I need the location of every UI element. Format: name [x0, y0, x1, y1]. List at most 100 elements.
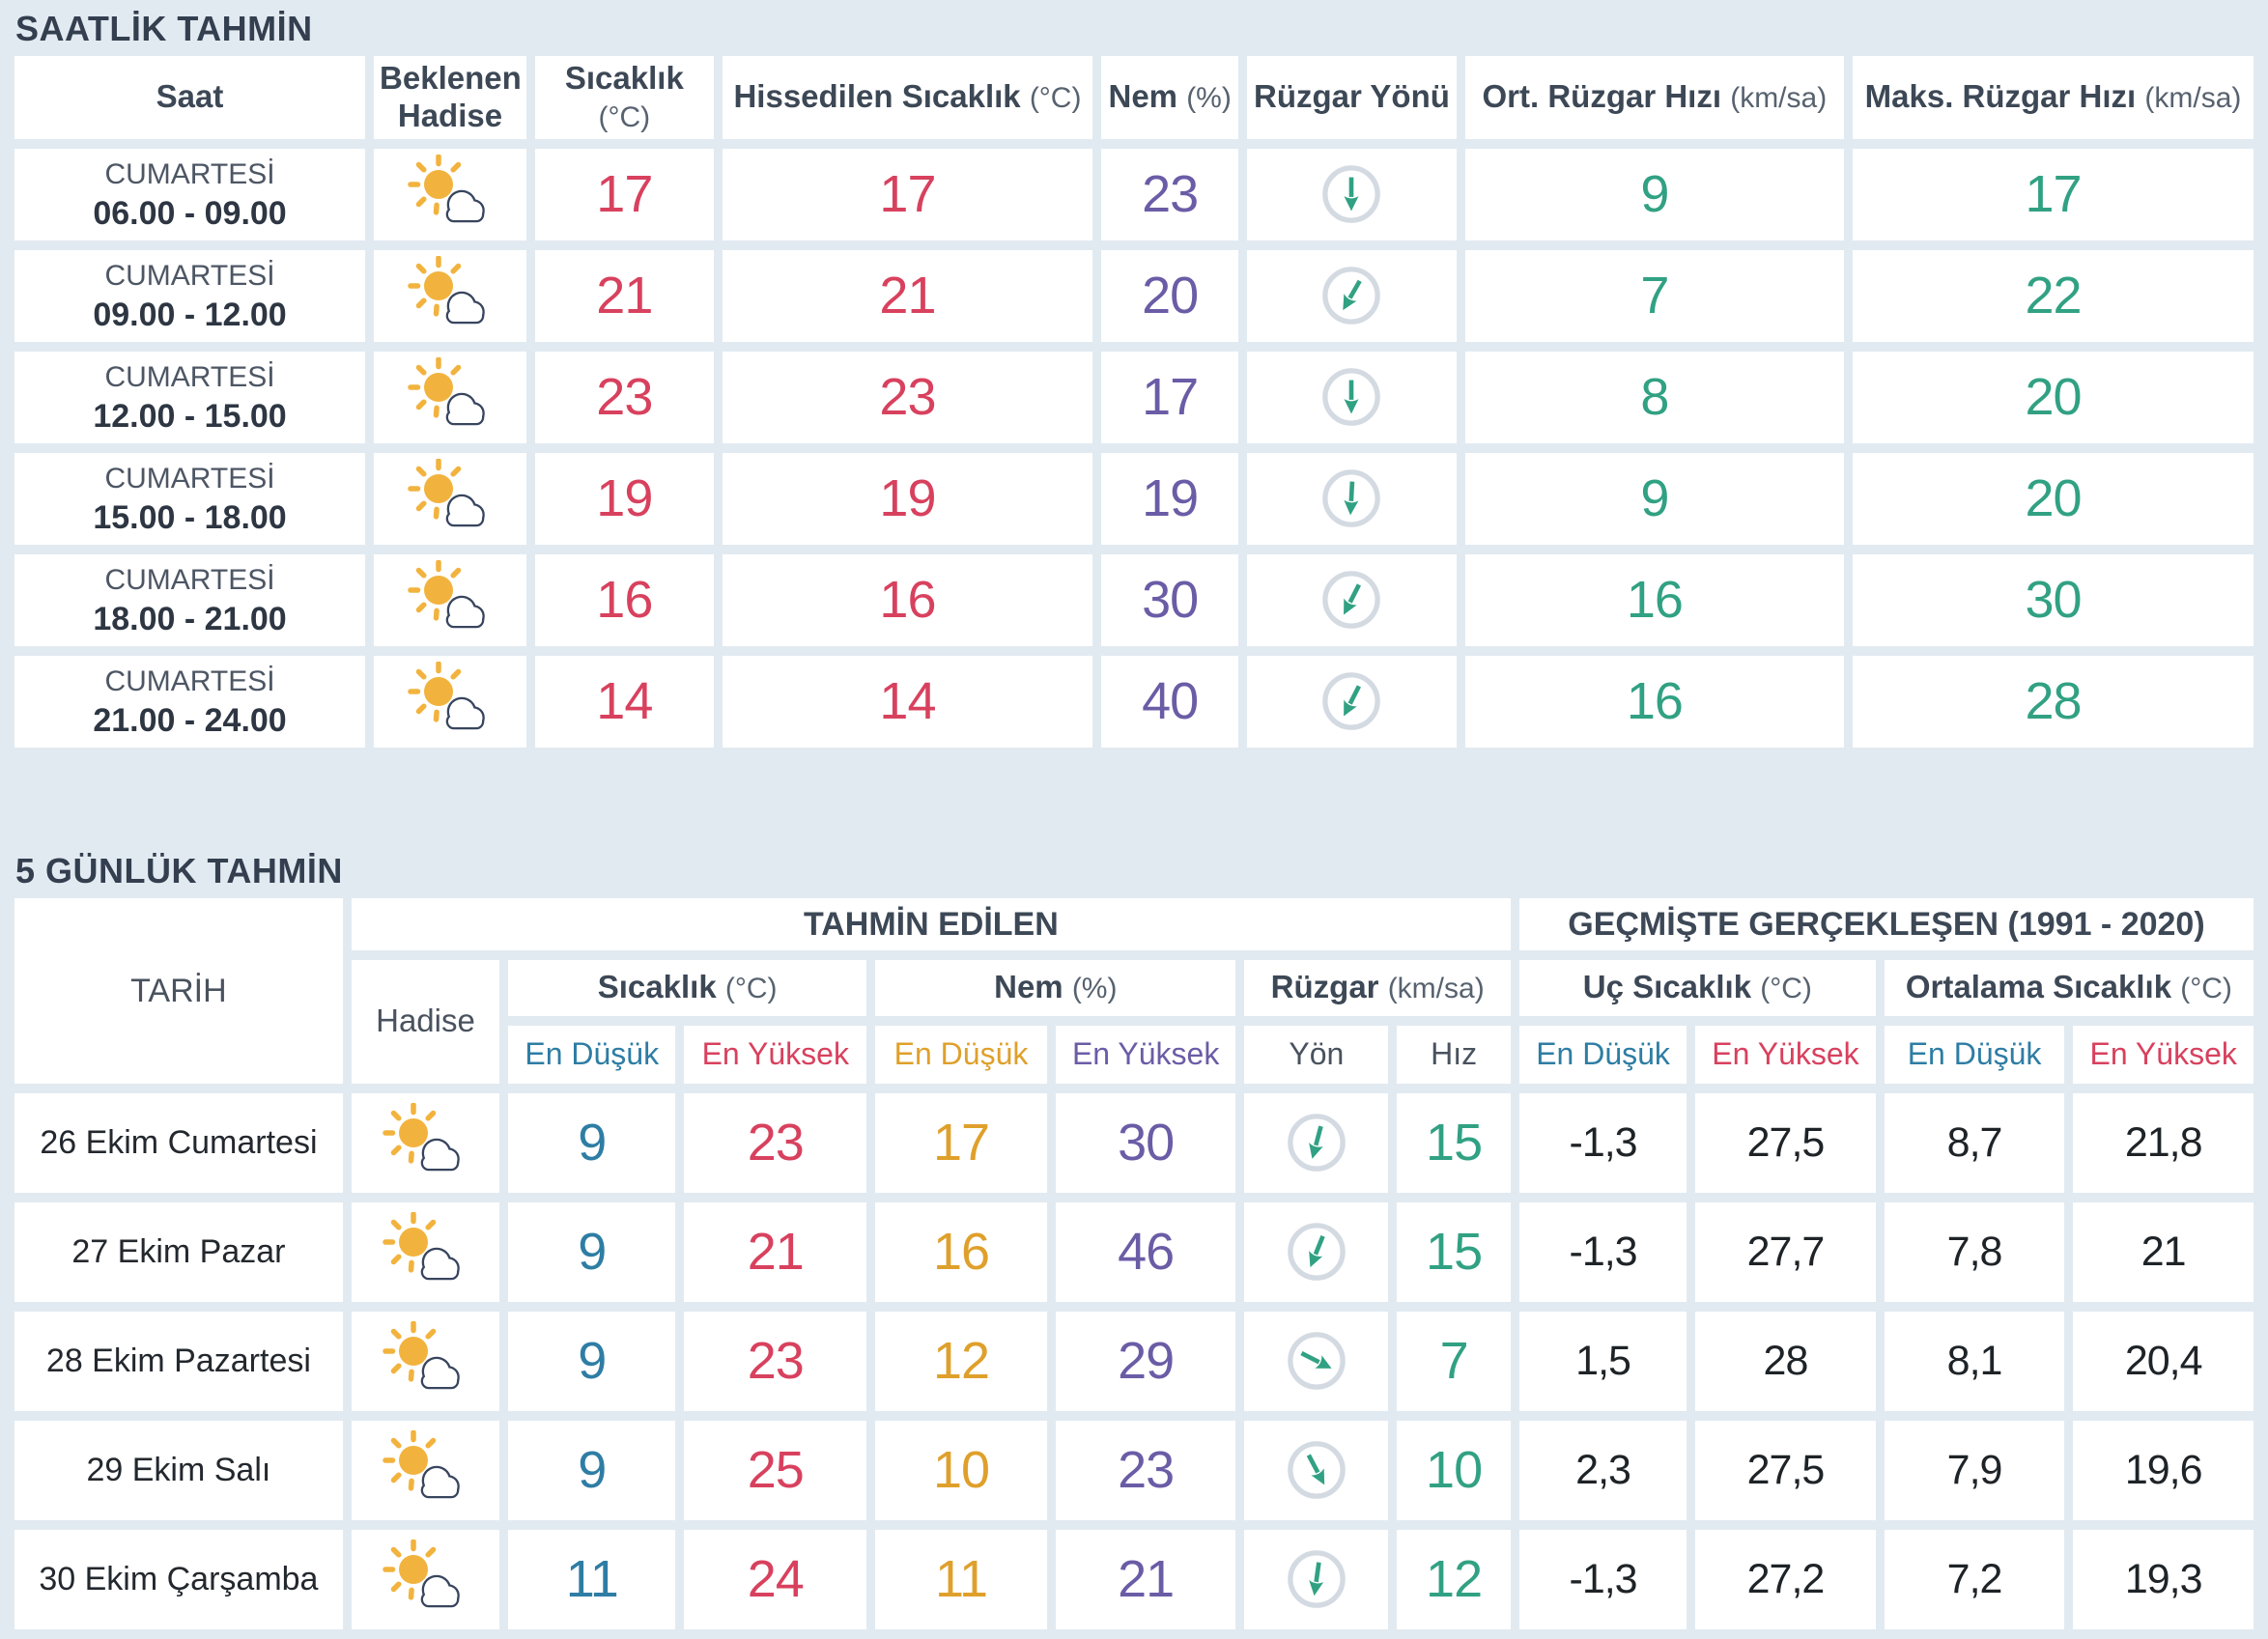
hourly-row: CUMARTESİ 15.00 - 18.00 19 19 19 9 20 [14, 452, 2254, 545]
wind-speed-cell: 15 [1397, 1201, 1511, 1302]
condition-cell [351, 1529, 500, 1629]
hourly-column-header: Sıcaklık (°C) [534, 56, 714, 139]
condition-column-header: Hadise [351, 959, 500, 1084]
humidity-max-cell: 21 [1055, 1529, 1236, 1629]
hourly-row: CUMARTESİ 18.00 - 21.00 16 16 30 16 30 [14, 553, 2254, 646]
humidity-min-cell: 16 [875, 1201, 1047, 1302]
column-unit: (km/sa) [1730, 82, 1828, 115]
daily-subcolumn-header: En Yüksek [2073, 1025, 2254, 1084]
max-wind-cell: 17 [1853, 148, 2254, 240]
sun-behind-cloud-icon [383, 1540, 461, 1608]
hourly-row: CUMARTESİ 06.00 - 09.00 17 17 23 9 17 [14, 148, 2254, 240]
feels-like-cell: 14 [722, 655, 1093, 748]
wind-direction-icon [1322, 165, 1381, 224]
hourly-column-header: Rüzgar Yönü [1247, 56, 1457, 139]
condition-cell [374, 249, 526, 342]
day-label: CUMARTESİ [104, 462, 275, 495]
humidity-cell: 23 [1101, 148, 1239, 240]
time-range-label: 12.00 - 15.00 [93, 397, 287, 435]
feels-like-cell: 16 [722, 553, 1093, 646]
condition-cell [351, 1420, 500, 1520]
daily-group-header: Uç Sıcaklık (°C) [1518, 959, 1876, 1016]
wind-direction-cell [1247, 452, 1457, 545]
date-cell: 29 Ekim Salı [14, 1420, 343, 1520]
daily-subcolumn-header: Hız [1397, 1025, 1511, 1084]
max-wind-cell: 20 [1853, 351, 2254, 443]
temp-min-cell: 9 [508, 1420, 676, 1520]
daily-header-row-subcolumns: En Düşük En Yüksek En Düşük En Yüksek Yön Hız… [14, 1025, 2254, 1084]
date-cell: 26 Ekim Cumartesi [14, 1092, 343, 1193]
date-cell: 27 Ekim Pazar [14, 1201, 343, 1302]
extreme-max-cell: 27,7 [1695, 1201, 1876, 1302]
temperature-cell: 23 [534, 351, 714, 443]
humidity-min-cell: 12 [875, 1311, 1047, 1411]
temp-max-cell: 23 [684, 1311, 867, 1411]
column-unit: (km/sa) [1387, 973, 1485, 1005]
daily-row: 26 Ekim Cumartesi 9 23 17 30 15 -1,3 27,… [14, 1092, 2254, 1193]
temp-max-cell: 23 [684, 1092, 867, 1193]
hourly-column-header: Hissedilen Sıcaklık (°C) [722, 56, 1093, 139]
time-range-label: 15.00 - 18.00 [93, 498, 287, 536]
average-max-cell: 21 [2073, 1201, 2254, 1302]
average-max-cell: 19,6 [2073, 1420, 2254, 1520]
hourly-column-header: Ort. Rüzgar Hızı (km/sa) [1464, 56, 1845, 139]
wind-direction-cell [1247, 553, 1457, 646]
time-range-label: 06.00 - 09.00 [93, 194, 287, 232]
humidity-max-cell: 23 [1055, 1420, 1236, 1520]
temp-min-cell: 9 [508, 1311, 676, 1411]
temp-min-cell: 9 [508, 1201, 676, 1302]
extreme-min-cell: 2,3 [1518, 1420, 1687, 1520]
time-cell: CUMARTESİ 06.00 - 09.00 [14, 148, 366, 240]
column-unit: (°C) [1760, 973, 1812, 1005]
sun-behind-cloud-icon [408, 357, 485, 426]
temperature-cell: 21 [534, 249, 714, 342]
daily-group-header: Rüzgar (km/sa) [1244, 959, 1511, 1016]
max-wind-cell: 30 [1853, 553, 2254, 646]
sun-behind-cloud-icon [408, 560, 485, 629]
day-label: CUMARTESİ [104, 259, 275, 292]
daily-section-title: 5 GÜNLÜK TAHMİN [15, 850, 343, 890]
temp-min-cell: 11 [508, 1529, 676, 1629]
wind-direction-icon [1322, 368, 1381, 427]
humidity-max-cell: 46 [1055, 1201, 1236, 1302]
time-cell: CUMARTESİ 18.00 - 21.00 [14, 553, 366, 646]
column-unit: (%) [1186, 82, 1232, 115]
sun-behind-cloud-icon [408, 662, 485, 730]
average-max-cell: 21,8 [2073, 1092, 2254, 1193]
daily-subcolumn-header: En Yüksek [1055, 1025, 1236, 1084]
hourly-column-header: Beklenen Hadise [374, 56, 526, 139]
time-cell: CUMARTESİ 15.00 - 18.00 [14, 452, 366, 545]
wind-speed-cell: 15 [1397, 1092, 1511, 1193]
extreme-max-cell: 27,5 [1695, 1420, 1876, 1520]
sun-behind-cloud-icon [408, 155, 485, 223]
wind-direction-cell [1244, 1092, 1389, 1193]
hourly-section-title: SAATLİK TAHMİN [15, 9, 313, 48]
daily-row: 28 Ekim Pazartesi 9 23 12 29 7 1,5 28 8,… [14, 1311, 2254, 1411]
avg-wind-cell: 16 [1464, 655, 1845, 748]
temperature-cell: 17 [534, 148, 714, 240]
max-wind-cell: 28 [1853, 655, 2254, 748]
time-range-label: 21.00 - 24.00 [93, 701, 287, 739]
time-range-label: 09.00 - 12.00 [93, 296, 287, 333]
temperature-cell: 19 [534, 452, 714, 545]
temperature-cell: 16 [534, 553, 714, 646]
wind-direction-cell [1244, 1201, 1389, 1302]
extreme-max-cell: 27,5 [1695, 1092, 1876, 1193]
feels-like-cell: 17 [722, 148, 1093, 240]
day-label: CUMARTESİ [104, 360, 275, 393]
column-label: Hissedilen Sıcaklık [733, 78, 1021, 115]
hourly-row: CUMARTESİ 12.00 - 15.00 23 23 17 8 20 [14, 351, 2254, 443]
column-unit: (°C) [598, 100, 651, 133]
column-label: Nem [1108, 78, 1178, 115]
condition-cell [374, 553, 526, 646]
average-min-cell: 7,8 [1884, 1201, 2065, 1302]
wind-speed-cell: 12 [1397, 1529, 1511, 1629]
average-max-cell: 20,4 [2073, 1311, 2254, 1411]
daily-group-header: Ortalama Sıcaklık (°C) [1884, 959, 2254, 1016]
avg-wind-cell: 8 [1464, 351, 1845, 443]
condition-cell [374, 452, 526, 545]
wind-direction-cell [1244, 1420, 1389, 1520]
average-min-cell: 7,2 [1884, 1529, 2065, 1629]
predicted-group-header: TAHMİN EDİLEN [351, 897, 1511, 950]
avg-wind-cell: 9 [1464, 148, 1845, 240]
